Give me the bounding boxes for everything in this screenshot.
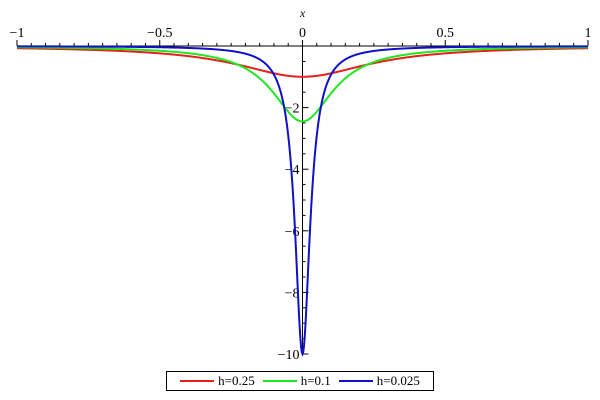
legend-item-h01: h=0.1 xyxy=(262,373,331,389)
legend-swatch-blue xyxy=(338,380,373,382)
x-tick-label: 0 xyxy=(299,26,306,41)
x-axis-label: x xyxy=(299,6,306,20)
y-tick-label: −6 xyxy=(285,225,300,240)
legend-item-h0025: h=0.025 xyxy=(338,373,420,389)
legend-item-h025: h=0.25 xyxy=(180,373,255,389)
legend-label-h025: h=0.25 xyxy=(218,373,255,388)
legend-swatch-green xyxy=(262,380,297,382)
legend-label-h0025: h=0.025 xyxy=(376,373,420,388)
x-tick-label: −0.5 xyxy=(147,26,172,41)
curves xyxy=(16,45,589,357)
legend-label-h01: h=0.1 xyxy=(300,373,331,388)
series-line-h01 xyxy=(16,46,589,123)
x-tick-label: −1 xyxy=(10,26,25,41)
y-tick-label: −10 xyxy=(278,348,300,363)
x-tick-label: 0.5 xyxy=(437,26,455,41)
axes: −1 −0.5 0 0.5 1−2−4−6−8−10x xyxy=(10,6,592,363)
x-tick-label: 1 xyxy=(585,26,592,41)
legend: h=0.25 h=0.1 h=0.025 xyxy=(166,371,434,391)
legend-swatch-red xyxy=(180,380,215,382)
y-tick-label: −8 xyxy=(285,286,300,301)
series-line-h025 xyxy=(16,47,589,78)
series-line-h0025 xyxy=(17,45,588,357)
